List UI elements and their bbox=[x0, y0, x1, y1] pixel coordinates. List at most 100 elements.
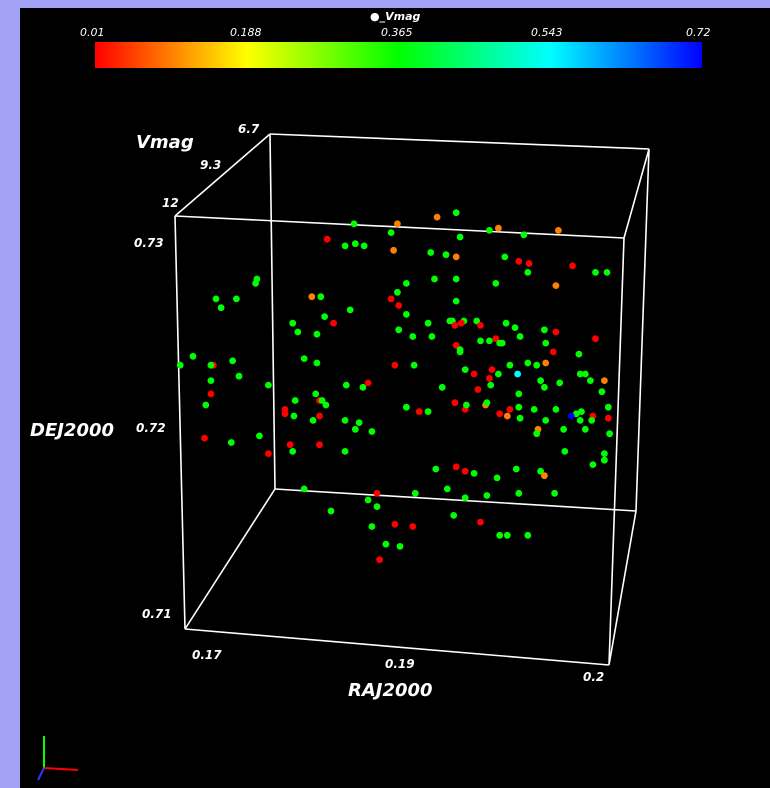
scatter-point bbox=[483, 492, 491, 499]
scatter-point bbox=[601, 377, 608, 384]
scatter-point bbox=[556, 379, 564, 387]
scatter-point bbox=[551, 489, 558, 497]
colorbar-tick: 0.188 bbox=[230, 26, 262, 39]
scatter-point bbox=[316, 441, 323, 449]
scatter-point bbox=[569, 262, 576, 270]
scatter-point bbox=[341, 242, 349, 250]
scatter-point bbox=[313, 359, 321, 367]
z-axis-title: Vmag bbox=[136, 132, 194, 153]
box-edge-back-bottom bbox=[274, 488, 637, 512]
scatter-point bbox=[207, 361, 215, 369]
scatter-point bbox=[477, 322, 484, 329]
scatter-point bbox=[552, 406, 560, 413]
scatter-point bbox=[516, 333, 524, 340]
x-tick: 0.17 bbox=[192, 648, 222, 662]
scatter-point bbox=[313, 330, 321, 338]
scatter-point bbox=[227, 439, 235, 446]
colorbar-tick: 0.365 bbox=[381, 26, 413, 39]
scatter-point bbox=[530, 406, 538, 413]
scatter-point bbox=[403, 280, 410, 287]
render-viewport[interactable]: ●_Vmag 0.01 0.188 0.365 0.543 0.72 Vmag … bbox=[20, 8, 770, 788]
scatter-point bbox=[463, 401, 470, 409]
scatter-point bbox=[492, 335, 500, 343]
scatter-point bbox=[291, 397, 299, 404]
scatter-point bbox=[452, 275, 460, 283]
scatter-point bbox=[317, 293, 325, 301]
scatter-3d-scene[interactable] bbox=[20, 8, 770, 788]
scatter-point bbox=[493, 474, 501, 482]
scatter-point bbox=[290, 412, 298, 420]
scatter-point bbox=[450, 512, 458, 519]
scatter-point bbox=[486, 375, 493, 382]
scatter-point bbox=[395, 302, 403, 309]
scatter-point bbox=[604, 403, 612, 411]
scatter-point bbox=[537, 377, 544, 384]
scatter-point bbox=[473, 317, 481, 325]
scatter-point bbox=[360, 242, 368, 250]
z-tick: 6.7 bbox=[238, 122, 260, 136]
scatter-point bbox=[387, 229, 395, 237]
scatter-point bbox=[601, 456, 608, 464]
scatter-point bbox=[552, 282, 560, 289]
scatter-point bbox=[561, 448, 569, 455]
scatter-point bbox=[515, 257, 523, 265]
box-edge-front-top bbox=[174, 133, 271, 217]
scatter-point bbox=[189, 352, 197, 360]
scatter-point bbox=[318, 397, 326, 404]
scatter-point bbox=[572, 410, 580, 418]
scatter-point bbox=[396, 543, 404, 550]
scatter-point bbox=[452, 253, 460, 261]
scatter-point bbox=[432, 465, 440, 473]
scatter-point bbox=[501, 253, 509, 261]
scatter-point bbox=[452, 341, 460, 349]
scatter-point bbox=[391, 520, 399, 528]
scatter-point bbox=[549, 348, 557, 356]
scatter-point bbox=[256, 432, 263, 440]
scatter-point bbox=[589, 461, 597, 468]
scatter-point bbox=[300, 485, 308, 493]
scatter-point bbox=[552, 328, 560, 336]
scatter-points bbox=[176, 209, 613, 563]
scatter-point bbox=[424, 319, 432, 327]
scatter-point bbox=[207, 377, 215, 384]
triad-x-axis bbox=[43, 767, 79, 771]
scatter-point bbox=[433, 213, 441, 221]
orientation-triad bbox=[37, 736, 79, 781]
triad-z-axis bbox=[37, 767, 45, 781]
scatter-point bbox=[442, 251, 450, 259]
scatter-point bbox=[281, 410, 289, 418]
scatter-point bbox=[265, 450, 272, 457]
scatter-point bbox=[495, 224, 502, 232]
scatter-point bbox=[601, 450, 608, 457]
scatter-point bbox=[300, 355, 308, 362]
scatter-point bbox=[308, 293, 316, 301]
scatter-point bbox=[387, 295, 395, 303]
scatter-point bbox=[403, 311, 410, 318]
colorbar-tick: 0.543 bbox=[531, 26, 563, 39]
scatter-point bbox=[289, 319, 297, 327]
scatter-point bbox=[330, 319, 337, 327]
bounding-box bbox=[174, 133, 650, 666]
scatter-point bbox=[524, 531, 532, 539]
box-edge-front-left bbox=[174, 215, 186, 630]
scatter-point bbox=[233, 295, 240, 303]
box-edge-right-top bbox=[623, 148, 650, 239]
scatter-point bbox=[603, 269, 611, 276]
box-edge-back-top bbox=[269, 133, 650, 150]
scatter-point bbox=[576, 417, 584, 424]
scatter-point bbox=[483, 399, 491, 407]
scatter-point bbox=[486, 337, 493, 345]
scatter-point bbox=[512, 465, 520, 473]
scatter-point bbox=[451, 399, 459, 407]
scatter-point bbox=[474, 386, 482, 393]
x-axis-title: RAJ2000 bbox=[348, 680, 433, 701]
scatter-point bbox=[541, 326, 548, 334]
scatter-point bbox=[327, 507, 335, 515]
scatter-point bbox=[382, 540, 390, 548]
scatter-point bbox=[515, 489, 523, 497]
scatter-point bbox=[524, 359, 532, 367]
scatter-point bbox=[289, 448, 297, 455]
box-edge-back-right bbox=[635, 148, 650, 512]
scatter-point bbox=[541, 383, 548, 391]
scatter-point bbox=[515, 403, 523, 411]
